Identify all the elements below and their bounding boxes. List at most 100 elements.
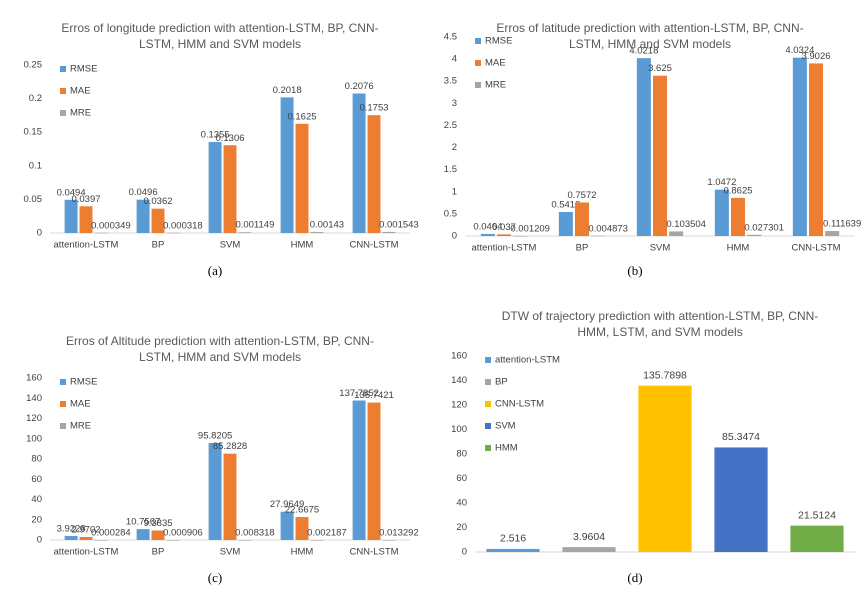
legend-label: attention-LSTM [495,355,560,366]
legend-swatch [60,66,66,72]
bar [64,536,78,540]
y-tick-label: 20 [31,514,42,525]
data-label: 0.000906 [163,528,203,539]
data-label: 3.9026 [801,51,830,62]
legend-swatch [60,423,66,429]
bar [310,539,324,541]
legend-label: MRE [485,80,506,91]
bar [79,206,93,233]
data-label: 0.008318 [235,528,275,539]
data-label: 0.7572 [567,190,596,201]
bar [636,58,651,237]
data-label: 2.9702 [71,525,100,536]
legend-swatch [485,379,491,385]
legend-swatch [60,110,66,116]
bar [280,511,294,540]
caption: (b) [627,263,643,278]
data-label: 85.3474 [722,431,760,443]
bar [352,93,366,233]
legend-swatch [485,357,491,363]
bar [496,234,512,236]
x-tick-label: HMM [727,243,750,254]
data-label: 135.7421 [354,390,394,401]
bar [94,232,108,234]
y-tick-label: 80 [456,449,467,460]
data-label: 0.037 [492,222,516,233]
y-tick-label: 20 [456,522,467,533]
y-tick-label: 3.5 [444,76,457,87]
legend-swatch [60,379,66,385]
bar [669,231,684,236]
y-tick-label: 40 [456,498,467,509]
bar [825,231,840,236]
bar [280,97,294,233]
bar [652,75,668,236]
data-label: 0.013292 [379,528,419,539]
data-label: 4.0324 [785,45,814,56]
caption: (a) [207,263,223,278]
bar [730,197,746,236]
bar [367,402,381,540]
y-tick-label: 100 [451,424,467,435]
bar [94,539,108,541]
bar [223,145,237,233]
bar [166,232,180,234]
data-label: 0.2018 [273,85,302,96]
bar [792,57,807,236]
y-tick-label: 1 [452,186,457,197]
bar [486,548,540,552]
y-tick-label: 0 [37,535,42,546]
y-tick-label: 0 [452,231,457,242]
bar [480,233,495,236]
data-label: 0.001149 [235,220,274,231]
bar [638,385,692,552]
data-label: 0.5418 [551,200,580,211]
caption: (d) [627,570,643,585]
chart-title: Erros of latitude prediction with attent… [496,21,804,51]
x-tick-label: CNN-LSTM [791,243,840,254]
legend-swatch [485,423,491,429]
bar [238,232,252,233]
y-tick-label: 160 [451,351,467,362]
bar [574,202,590,236]
data-label: 3.625 [648,63,672,74]
x-tick-label: SVM [220,240,241,251]
bar [562,547,616,552]
data-label: 1.0472 [707,177,736,188]
x-tick-label: HMM [291,240,314,251]
x-tick-label: BP [576,243,589,254]
x-tick-label: attention-LSTM [472,243,537,254]
data-label: 0.1753 [359,103,388,114]
bar [352,400,366,540]
y-tick-label: 0.2 [29,93,42,104]
bar [591,235,606,237]
legend-label: MAE [70,86,91,97]
data-label: 3.9228 [57,524,86,535]
data-label: 0.0496 [129,187,158,198]
bar [295,123,309,233]
y-tick-label: 160 [26,373,42,384]
y-tick-label: 0.05 [24,194,43,205]
legend-swatch [60,88,66,94]
chart-title: Erros of longitude prediction with atten… [61,21,379,51]
legend-swatch [475,38,481,44]
bar [513,235,528,237]
y-tick-label: 140 [26,393,42,404]
chart-title: Erros of Altitude prediction with attent… [66,334,374,364]
y-tick-label: 1.5 [444,164,457,175]
legend-label: RMSE [70,377,97,388]
y-tick-label: 140 [451,375,467,386]
legend-swatch [60,401,66,407]
y-tick-label: 60 [456,473,467,484]
data-label: 0.0464 [473,221,502,232]
y-tick-label: 4 [452,54,457,65]
y-tick-label: 3 [452,98,457,109]
data-label: 0.000318 [163,220,203,231]
data-label: 0.001209 [510,223,550,234]
bar [151,530,165,540]
bar [223,453,237,540]
legend-label: BP [495,377,508,388]
bar [382,231,396,233]
data-label: 135.7898 [643,369,687,381]
